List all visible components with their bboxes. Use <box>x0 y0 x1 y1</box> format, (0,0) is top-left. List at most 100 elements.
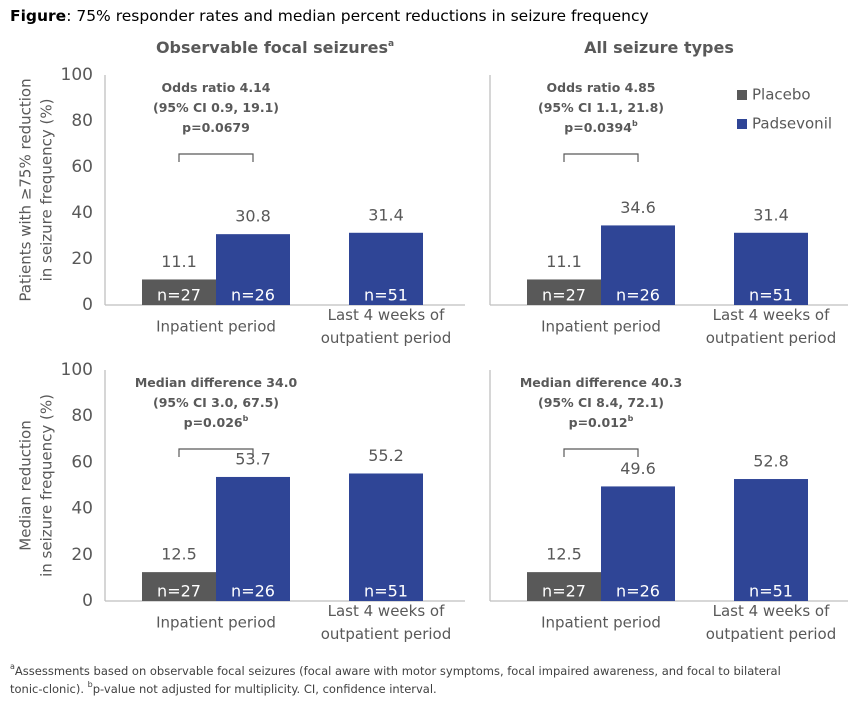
value-label: 34.6 <box>620 198 656 217</box>
y-tick-label: 0 <box>82 591 93 611</box>
bar <box>734 479 808 601</box>
bar <box>734 232 808 305</box>
annotation-text: Median difference 40.3 <box>520 375 682 390</box>
y-axis-label: Patients with ≥75% reduction <box>17 78 35 301</box>
figure-heading: Figure: 75% responder rates and median p… <box>10 7 649 25</box>
n-label: n=26 <box>231 286 275 305</box>
footnote-text: tonic-clonic). <box>10 682 88 696</box>
x-tick-label: Inpatient period <box>541 318 661 336</box>
n-label: n=27 <box>157 582 201 601</box>
annotation: (95% CI 8.4, 72.1) <box>538 395 664 410</box>
value-label: 30.8 <box>235 207 271 226</box>
significance-bracket <box>563 448 639 457</box>
n-label: n=51 <box>749 582 793 601</box>
annotation: (95% CI 0.9, 19.1) <box>153 100 279 115</box>
footnote-text: Assessments based on observable focal se… <box>15 664 781 678</box>
y-axis-label: in seizure frequency (%) <box>38 394 56 577</box>
y-tick-label: 20 <box>71 249 93 269</box>
y-tick-label: 40 <box>71 203 93 223</box>
annotation: Odds ratio 4.14 <box>162 80 271 95</box>
annotation-text: (95% CI 8.4, 72.1) <box>538 395 664 410</box>
significance-bracket <box>178 448 254 457</box>
annotation: p=0.0679 <box>182 120 250 135</box>
x-tick-label: Last 4 weeks of <box>713 602 830 620</box>
y-axis-label: in seizure frequency (%) <box>38 99 56 282</box>
x-tick-label: outpatient period <box>706 625 837 643</box>
value-label: 55.2 <box>368 446 404 465</box>
footnote-line: aAssessments based on observable focal s… <box>10 662 781 678</box>
legend-label: Placebo <box>752 86 811 104</box>
annotation-superscript: b <box>243 414 249 423</box>
bar <box>601 486 675 601</box>
legend-swatch <box>737 90 747 100</box>
annotation: Odds ratio 4.85 <box>547 80 656 95</box>
legend-swatch <box>737 119 747 129</box>
value-label: 12.5 <box>161 545 197 564</box>
n-label: n=26 <box>231 582 275 601</box>
y-tick-label: 60 <box>71 157 93 177</box>
value-label: 12.5 <box>546 545 582 564</box>
value-label: 31.4 <box>368 205 404 224</box>
y-tick-label: 100 <box>61 65 93 85</box>
y-tick-label: 80 <box>71 111 93 131</box>
x-tick-label: outpatient period <box>321 625 452 643</box>
value-label: 11.1 <box>161 252 197 271</box>
legend-label: Padsevonil <box>752 115 832 133</box>
n-label: n=26 <box>616 582 660 601</box>
bar <box>601 225 675 305</box>
annotation-text: Median difference 34.0 <box>135 375 298 390</box>
footnote-line: tonic-clonic). bp-value not adjusted for… <box>10 680 437 696</box>
annotation-text: (95% CI 0.9, 19.1) <box>153 100 279 115</box>
bar <box>349 473 423 601</box>
x-tick-label: Last 4 weeks of <box>713 306 830 324</box>
column-title-text: All seizure types <box>584 38 734 57</box>
figure-title: : 75% responder rates and median percent… <box>66 7 649 25</box>
bar <box>349 232 423 305</box>
x-tick-label: Inpatient period <box>156 614 276 632</box>
value-label: 52.8 <box>753 452 789 471</box>
bar <box>142 572 216 601</box>
annotation-text: (95% CI 1.1, 21.8) <box>538 100 664 115</box>
annotation-text: Odds ratio 4.14 <box>162 80 271 95</box>
y-tick-label: 20 <box>71 545 93 565</box>
annotation: (95% CI 1.1, 21.8) <box>538 100 664 115</box>
y-tick-label: 100 <box>61 360 93 380</box>
y-tick-label: 40 <box>71 499 93 519</box>
x-tick-label: Last 4 weeks of <box>328 602 445 620</box>
footnote-superscript: a <box>10 662 15 671</box>
value-label: 11.1 <box>546 252 582 271</box>
annotation: Median difference 40.3 <box>520 375 682 390</box>
n-label: n=26 <box>616 286 660 305</box>
bar <box>527 572 601 601</box>
annotation: (95% CI 3.0, 67.5) <box>153 395 279 410</box>
column-title: All seizure types <box>584 38 734 57</box>
value-label: 49.6 <box>620 459 656 478</box>
column-title-superscript: a <box>388 39 394 49</box>
y-axis-label: Median reduction <box>17 420 35 550</box>
y-tick-label: 60 <box>71 452 93 472</box>
footnote-superscript: b <box>88 680 93 689</box>
annotation-superscript: b <box>632 119 638 128</box>
n-label: n=27 <box>157 286 201 305</box>
y-tick-label: 80 <box>71 406 93 426</box>
y-tick-label: 0 <box>82 295 93 315</box>
column-title-text: Observable focal seizures <box>156 38 388 57</box>
x-tick-label: outpatient period <box>706 329 837 347</box>
x-tick-label: outpatient period <box>321 329 452 347</box>
annotation-text: Odds ratio 4.85 <box>547 80 656 95</box>
annotation-text: p=0.012 <box>569 415 628 430</box>
annotation-superscript: b <box>628 414 634 423</box>
significance-bracket <box>178 153 254 162</box>
annotation-text: p=0.0394 <box>564 120 632 135</box>
bar <box>142 279 216 305</box>
x-tick-label: Last 4 weeks of <box>328 306 445 324</box>
bar <box>216 476 290 601</box>
annotation-text: (95% CI 3.0, 67.5) <box>153 395 279 410</box>
annotation-text: p=0.0679 <box>182 120 250 135</box>
n-label: n=51 <box>364 582 408 601</box>
annotation: p=0.026b <box>184 414 249 430</box>
n-label: n=51 <box>749 286 793 305</box>
bar <box>527 279 601 305</box>
value-label: 53.7 <box>235 449 271 468</box>
x-tick-label: Inpatient period <box>156 318 276 336</box>
